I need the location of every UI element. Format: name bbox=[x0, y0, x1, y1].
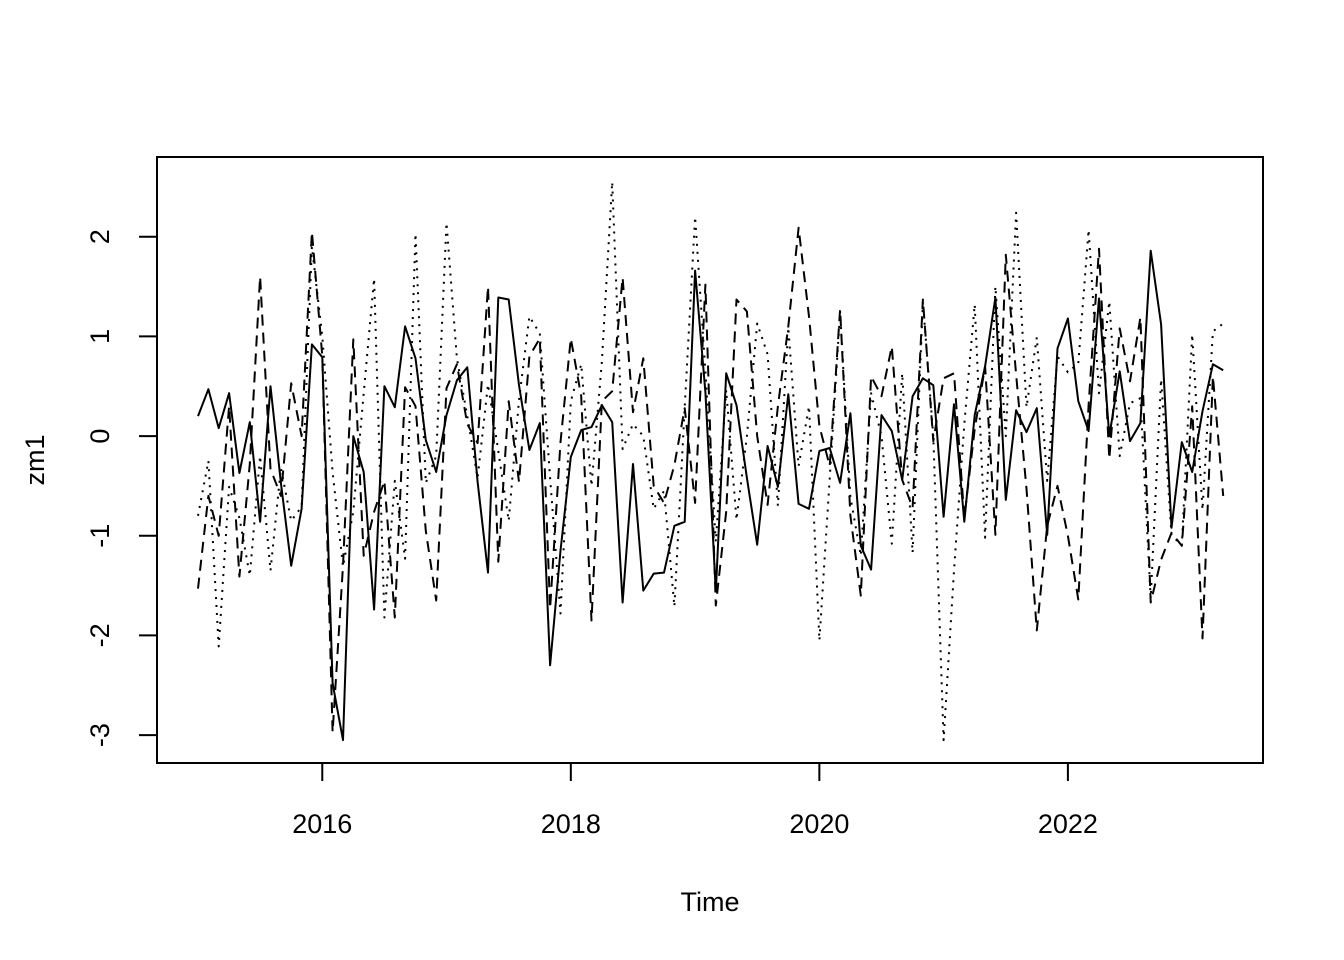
y-tick-label: -1 bbox=[85, 524, 115, 548]
x-axis: 2016 2018 2020 2022 bbox=[292, 762, 1098, 839]
y-tick-label: -3 bbox=[85, 723, 115, 747]
y-tick-label: 1 bbox=[85, 329, 115, 344]
series-layer bbox=[197, 180, 1225, 742]
x-axis-label: Time bbox=[681, 887, 740, 917]
series-line-3-dotted bbox=[197, 180, 1224, 742]
y-tick-label: -2 bbox=[85, 623, 115, 647]
x-tick-label: 2020 bbox=[789, 809, 849, 839]
y-axis: -3 -2 -1 0 1 2 bbox=[85, 229, 158, 747]
x-tick-label: 2016 bbox=[292, 809, 352, 839]
y-axis-label: zm1 bbox=[20, 434, 50, 485]
x-tick-label: 2022 bbox=[1038, 809, 1098, 839]
series-line-1-solid bbox=[197, 249, 1224, 742]
x-tick-label: 2018 bbox=[541, 809, 601, 839]
y-tick-label: 0 bbox=[85, 429, 115, 444]
y-tick-label: 2 bbox=[85, 229, 115, 244]
